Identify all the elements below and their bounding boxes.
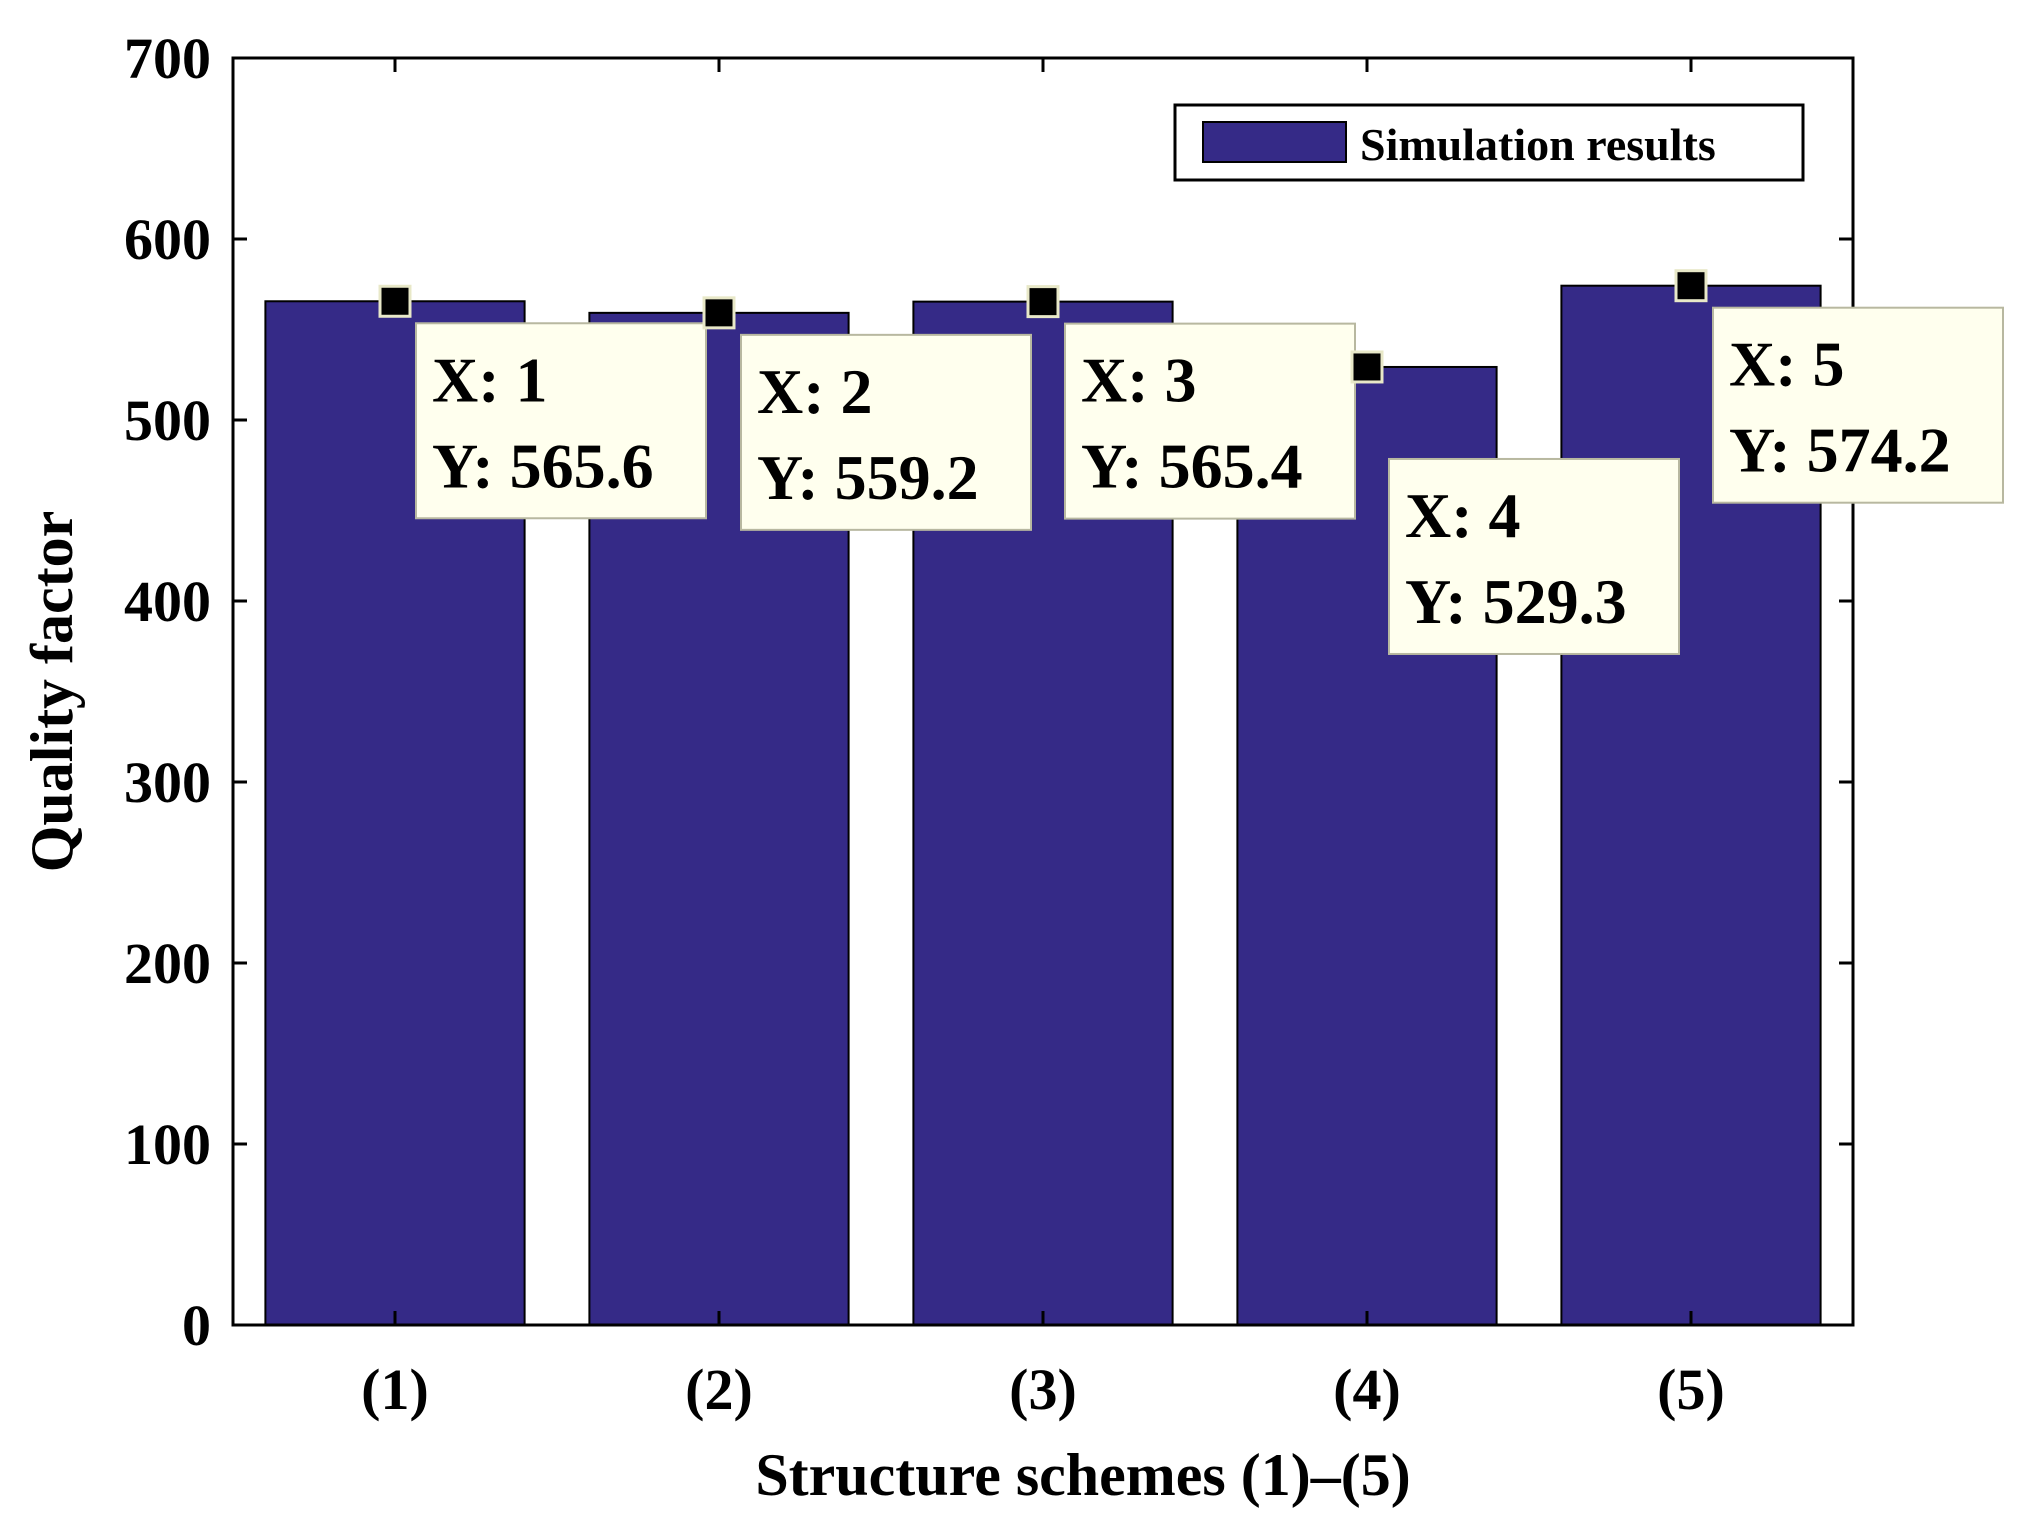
y-tick-label: 100 — [124, 1112, 211, 1177]
datatip-marker-3 — [1026, 285, 1060, 319]
datatip-x-label: X: 3 — [1081, 345, 1197, 416]
datatip-x-label: X: 5 — [1729, 329, 1845, 400]
x-tick-label: (5) — [1657, 1357, 1725, 1422]
datatip-4 — [1388, 457, 1680, 655]
datatip-x-label: X: 2 — [757, 356, 873, 427]
legend-swatch — [1202, 121, 1347, 163]
y-tick-label: 200 — [124, 931, 211, 996]
datatip-marker-4 — [1350, 350, 1384, 384]
datatip-marker-1 — [378, 284, 412, 318]
datatip-x-label: X: 4 — [1405, 480, 1521, 551]
y-tick-label: 600 — [124, 207, 211, 272]
datatip-y-label: Y: 529.3 — [1405, 566, 1627, 637]
y-tick-label: 400 — [124, 569, 211, 634]
datatip-marker-2 — [702, 296, 736, 330]
y-tick-label: 0 — [182, 1293, 211, 1358]
x-tick-label: (2) — [685, 1357, 753, 1422]
legend-label: Simulation results — [1360, 119, 1716, 170]
x-tick-label: (3) — [1009, 1357, 1077, 1422]
datatip-2 — [740, 333, 1032, 531]
datatip-x-label: X: 1 — [432, 344, 548, 415]
datatip-y-label: Y: 559.2 — [757, 442, 979, 513]
y-tick-label: 500 — [124, 388, 211, 453]
y-tick-label: 700 — [124, 26, 211, 91]
datatip-y-label: Y: 574.2 — [1729, 415, 1951, 486]
x-tick-label: (1) — [361, 1357, 429, 1422]
datatip-5 — [1712, 306, 2004, 504]
x-tick-label: (4) — [1333, 1357, 1401, 1422]
x-axis-title: Structure schemes (1)–(5) — [755, 1442, 1410, 1508]
datatip-y-label: Y: 565.6 — [432, 430, 654, 501]
datatip-marker-5 — [1674, 269, 1708, 303]
y-axis-title: Quality factor — [19, 511, 85, 873]
y-tick-label: 300 — [124, 750, 211, 815]
datatip-y-label: Y: 565.4 — [1081, 431, 1303, 502]
datatip-3 — [1064, 322, 1356, 520]
datatip-1 — [415, 322, 707, 520]
